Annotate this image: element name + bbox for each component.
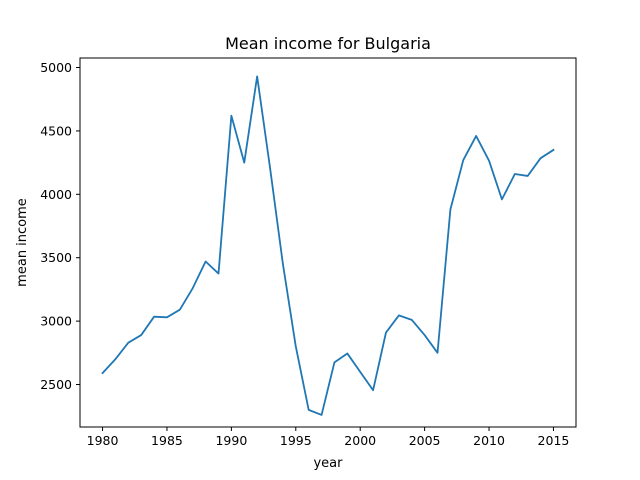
series-layer [101, 75, 555, 416]
x-tick-label: 1995 [280, 433, 312, 448]
y-tick-label: 3000 [40, 314, 72, 329]
x-tick-label: 2015 [538, 433, 570, 448]
x-tick-label: 2000 [344, 433, 376, 448]
series-line [101, 75, 555, 416]
y-axis-label: mean income [15, 198, 30, 287]
x-tick-label: 1985 [151, 433, 183, 448]
y-tick-label: 5000 [40, 60, 72, 75]
y-tick-label: 4500 [40, 123, 72, 138]
x-tick-label: 1990 [215, 433, 247, 448]
plot-frame [79, 57, 577, 428]
y-tick-label: 2500 [40, 377, 72, 392]
tick-layer: 1980 1985 1990 1995 2000 2005 2010 2015 2500 3000… [40, 60, 569, 448]
x-tick-label: 2005 [409, 433, 441, 448]
x-tick-label: 2010 [473, 433, 505, 448]
y-tick-label: 3500 [40, 250, 72, 265]
y-tick-label: 4000 [40, 187, 72, 202]
x-tick-label: 1980 [87, 433, 119, 448]
x-axis-label: year [313, 456, 343, 471]
chart-title: Mean income for Bulgaria [225, 34, 431, 53]
